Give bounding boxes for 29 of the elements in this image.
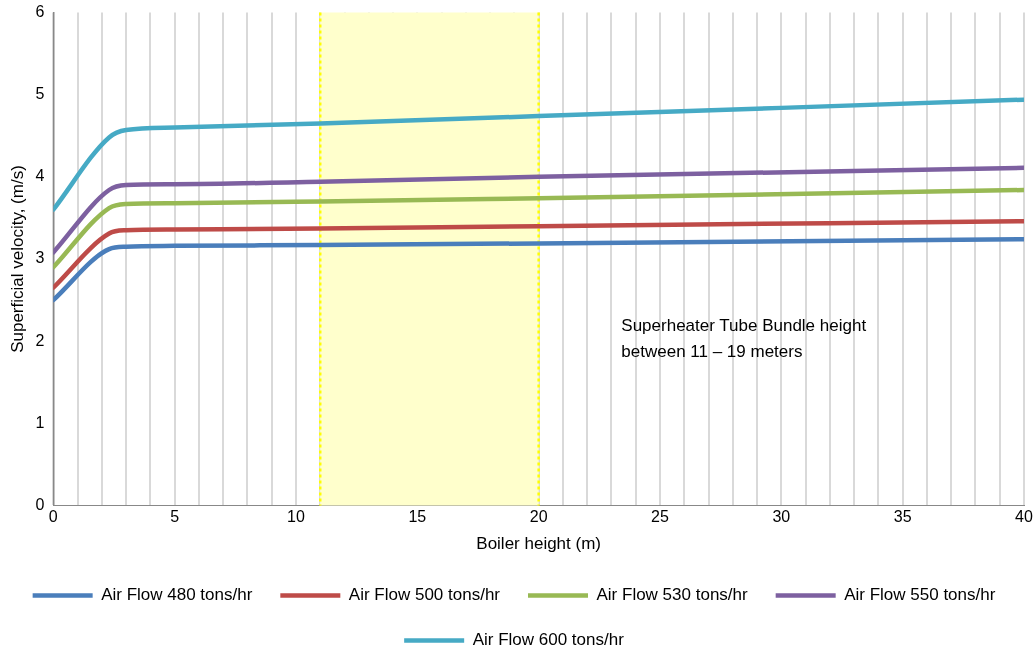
x-axis-title: Boiler height (m)	[476, 534, 602, 554]
x-tick-label: 35	[893, 508, 912, 526]
y-tick-label: 5	[35, 85, 45, 103]
x-tick-label: 5	[170, 508, 180, 526]
y-tick-label: 6	[35, 3, 45, 21]
line-series	[53, 237, 1024, 303]
line-series	[53, 97, 1024, 212]
x-tick-label: 40	[1015, 508, 1033, 526]
y-tick-label: 1	[35, 413, 45, 431]
x-tick-label: 25	[651, 508, 669, 526]
annotation: Superheater Tube Bundle height between 11 – 19 meters	[621, 316, 867, 362]
legend-label: Air Flow 500 tons/hr	[348, 585, 501, 605]
y-tick-label: 0	[35, 495, 45, 513]
x-tick-label: 10	[287, 508, 305, 526]
legend-label: Air Flow 550 tons/hr	[844, 585, 996, 605]
legend-label: Air Flow 480 tons/hr	[101, 585, 253, 605]
y-tick-label: 3	[35, 249, 45, 267]
x-tick-label: 15	[408, 508, 427, 526]
x-tick-label: 0	[48, 508, 58, 526]
legend-label: Air Flow 600 tons/hr	[472, 630, 625, 650]
line-series	[53, 187, 1024, 270]
line-series	[53, 165, 1024, 255]
y-axis-title: Superficial velocity, (m/s)	[7, 165, 27, 353]
y-tick-label: 4	[35, 167, 45, 185]
line-series	[53, 218, 1024, 290]
x-tick-label: 20	[529, 508, 548, 526]
x-tick-label: 30	[772, 508, 791, 526]
legend-label: Air Flow 530 tons/hr	[596, 585, 749, 605]
y-tick-label: 2	[35, 331, 45, 349]
